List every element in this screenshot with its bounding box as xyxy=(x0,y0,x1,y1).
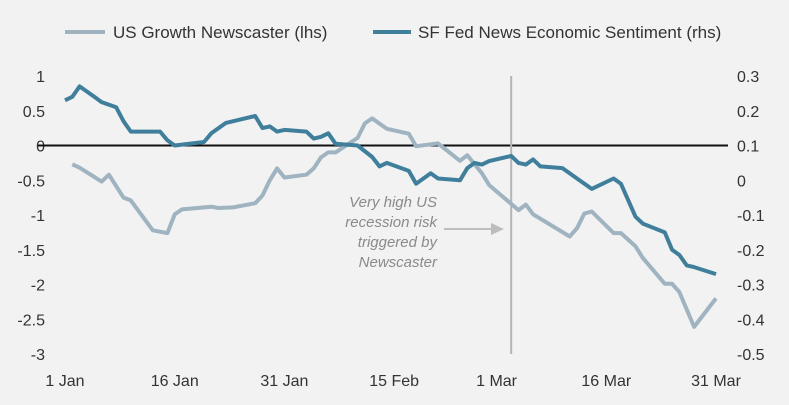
y-right-tick-label: -0.5 xyxy=(737,347,765,364)
legend-label-sf-fed-sentiment: SF Fed News Economic Sentiment (rhs) xyxy=(418,23,721,42)
legend-label-us-growth-newscaster: US Growth Newscaster (lhs) xyxy=(113,23,327,42)
y-left-tick-label: -2.5 xyxy=(17,312,45,329)
annotation-arrow-head xyxy=(491,223,504,235)
y-left-tick-label: 0 xyxy=(36,139,45,156)
y-right-tick-label: -0.2 xyxy=(737,243,765,260)
series-line-sf-fed-sentiment xyxy=(64,84,717,277)
x-tick-label: 16 Jan xyxy=(151,373,199,390)
x-tick-label: 1 Jan xyxy=(45,373,84,390)
legend: US Growth Newscaster (lhs) SF Fed News E… xyxy=(65,23,721,42)
annotation-line-2: recession risk xyxy=(345,214,438,231)
annotation-line-4: Newscaster xyxy=(359,254,438,271)
y-right-tick-label: 0.1 xyxy=(737,139,759,156)
x-tick-label: 1 Mar xyxy=(476,373,518,390)
y-left-tick-label: -3 xyxy=(31,347,45,364)
y-right-tick-label: -0.1 xyxy=(737,208,765,225)
y-left-tick-label: 1 xyxy=(36,69,45,86)
y-left-tick-label: -1 xyxy=(31,208,45,225)
y-right-tick-label: -0.4 xyxy=(737,312,765,329)
series-line-us-growth-newscaster xyxy=(71,116,718,329)
annotation: Very high US recession risk triggered by… xyxy=(345,194,504,271)
y-left-tick-label: -0.5 xyxy=(17,173,45,190)
y-right-tick-label: 0 xyxy=(737,173,746,190)
x-tick-label: 15 Feb xyxy=(369,373,419,390)
y-left-tick-label: 0.5 xyxy=(23,104,45,121)
y-left-tick-label: -2 xyxy=(31,278,45,295)
y-left-tick-label: -1.5 xyxy=(17,243,45,260)
x-tick-label: 16 Mar xyxy=(581,373,631,390)
annotation-line-3: triggered by xyxy=(358,234,439,251)
x-tick-label: 31 Jan xyxy=(260,373,308,390)
x-tick-label: 31 Mar xyxy=(691,373,741,390)
y-right-tick-label: -0.3 xyxy=(737,278,765,295)
annotation-line-1: Very high US xyxy=(349,194,437,211)
y-right-tick-label: 0.3 xyxy=(737,69,759,86)
y-right-tick-label: 0.2 xyxy=(737,104,759,121)
